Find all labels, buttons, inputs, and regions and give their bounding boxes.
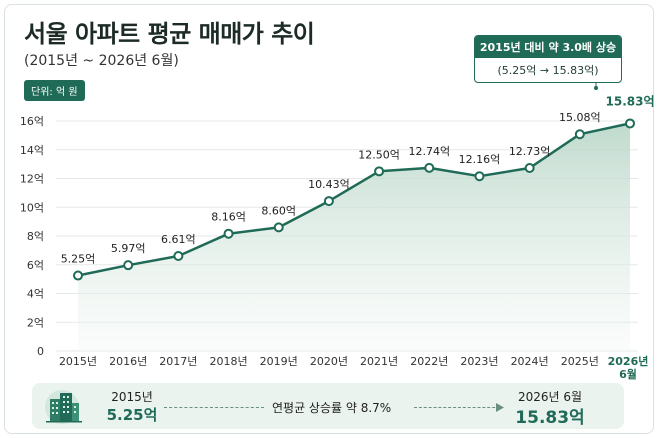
x-tick-label: 2016년: [109, 355, 147, 368]
y-axis: 0 2억 4억 6억 8억 10억 12억 14억 16억: [20, 115, 44, 358]
data-label: 8.16억: [211, 211, 246, 224]
x-tick-label: 2015년: [59, 355, 97, 368]
data-label: 6.61억: [161, 233, 196, 246]
data-point: [273, 222, 284, 233]
page-title: 서울 아파트 평균 매매가 추이: [24, 20, 315, 48]
data-point: [424, 162, 435, 173]
x-tick-label: 2026년: [608, 354, 649, 368]
dashed-connector-left: [164, 407, 264, 408]
data-point: [374, 166, 385, 177]
callout-headline: 2015년 대비 약 3.0배 상승: [475, 36, 621, 58]
data-point: [73, 270, 83, 281]
data-label: 12.50억: [358, 148, 400, 161]
y-tick-label: 2억: [27, 316, 44, 329]
data-point: [173, 250, 184, 261]
data-label: 8.60억: [261, 204, 296, 217]
data-label: 15.83억: [606, 94, 655, 108]
y-tick-label: 0: [37, 345, 44, 358]
data-label: 5.25억: [61, 253, 96, 266]
x-tick-label: 2021년: [360, 355, 398, 368]
growth-callout: 2015년 대비 약 3.0배 상승 (5.25억 → 15.83억): [474, 35, 622, 83]
series-line: [77, 122, 631, 277]
callout-detail: (5.25억 → 15.83억): [497, 64, 599, 77]
summary-start-year: 2015년: [111, 390, 153, 404]
summary-bar: 2015년 5.25억 연평균 상승률 약 8.7% 2026년 6월 15.8…: [32, 383, 624, 429]
summary-start-value: 5.25억: [106, 406, 158, 424]
y-tick-label: 14억: [20, 144, 44, 157]
data-point: [123, 260, 134, 271]
page-subtitle: (2015년 ~ 2026년 6월): [24, 53, 179, 69]
unit-badge: 단위: 억 원: [24, 80, 85, 101]
callout-pointer-dot: [594, 86, 598, 90]
y-tick-label: 12억: [20, 173, 44, 186]
data-label: 5.97억: [111, 242, 146, 255]
data-point: [223, 228, 234, 239]
data-label: 10.43억: [308, 178, 350, 191]
y-tick-label: 16억: [20, 115, 44, 128]
data-label: 15.08억: [559, 111, 601, 124]
x-tick-label: 2024년: [511, 355, 549, 368]
y-tick-label: 8억: [27, 230, 44, 243]
data-point: [323, 196, 334, 207]
area-fill: [78, 123, 630, 352]
y-tick-label: 6억: [27, 259, 44, 272]
arrow-right-icon: [496, 403, 504, 412]
apartment-building-icon: [45, 390, 82, 424]
data-label: 12.73억: [509, 145, 551, 158]
x-tick-label: 2022년: [410, 355, 448, 368]
x-axis: 2015년 2016년 2017년 2018년 2019년 2020년 2021년 2022년…: [59, 354, 648, 381]
data-point: [625, 118, 635, 129]
x-tick-label: 2017년: [159, 355, 197, 368]
x-tick-label: 2023년: [460, 355, 498, 368]
x-tick-label: 6월: [619, 367, 637, 381]
summary-growth-rate: 연평균 상승률 약 8.7%: [266, 399, 398, 416]
data-label: 12.16억: [459, 153, 501, 166]
data-points: [73, 118, 635, 281]
data-labels: 5.25억 5.97억 6.61억 8.16억 8.60억 10.43억 12.50억 12.…: [61, 94, 655, 265]
data-point: [574, 129, 585, 140]
x-tick-label: 2019년: [260, 355, 298, 368]
data-point: [524, 163, 535, 174]
y-tick-label: 10억: [20, 201, 44, 214]
y-tick-label: 4억: [27, 288, 44, 301]
x-tick-label: 2018년: [209, 355, 247, 368]
x-tick-label: 2020년: [310, 355, 348, 368]
x-tick-label: 2025년: [561, 355, 599, 368]
data-point: [474, 171, 485, 182]
dashed-connector-right: [414, 407, 500, 408]
data-label: 12.74억: [408, 145, 450, 158]
summary-end-year: 2026년 6월: [517, 390, 583, 404]
summary-end-value: 15.83억: [515, 408, 585, 428]
